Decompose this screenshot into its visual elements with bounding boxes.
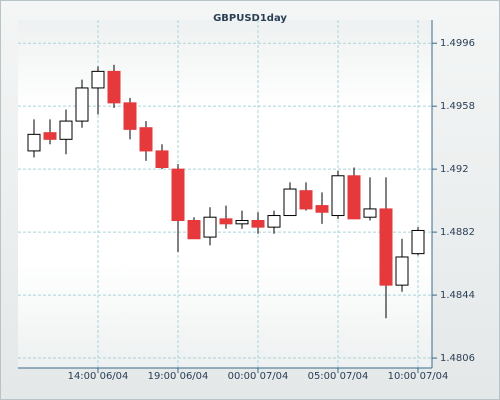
- x-tick-label: 14:00 06/04: [68, 371, 129, 382]
- candle-body: [27, 133, 41, 152]
- candle-body: [267, 215, 281, 228]
- candle-body: [59, 120, 73, 140]
- candle-body: [315, 205, 329, 213]
- y-tick-label: 1.4844: [440, 290, 475, 301]
- candle-body: [91, 70, 105, 89]
- candle-body: [75, 87, 89, 122]
- candle-body: [411, 229, 425, 255]
- candle-body: [283, 188, 297, 217]
- y-tick-label: 1.4996: [440, 38, 475, 49]
- y-tick-label: 1.4806: [440, 353, 475, 364]
- candle-body: [379, 208, 393, 286]
- candle-body: [203, 216, 217, 238]
- candle-body: [395, 256, 409, 286]
- candle-body: [219, 218, 233, 225]
- x-tick-label: 05:00 07/04: [308, 371, 369, 382]
- candle-body: [251, 220, 265, 228]
- y-tick-label: 1.4958: [440, 101, 475, 112]
- candle-body: [43, 132, 57, 140]
- y-tick-label: 1.492: [440, 164, 469, 175]
- plot-area: [18, 20, 432, 368]
- candle-body: [155, 150, 169, 168]
- x-tick-label: 00:00 07/04: [228, 371, 289, 382]
- x-tick-label: 19:00 06/04: [148, 371, 209, 382]
- chart-title: GBPUSD1day: [213, 13, 287, 24]
- x-tick-label: 10:00 07/04: [388, 371, 449, 382]
- candle-body: [187, 220, 201, 240]
- candle-body: [235, 220, 249, 225]
- candle-body: [363, 208, 377, 218]
- candle-body: [107, 70, 121, 104]
- candle-body: [299, 190, 313, 210]
- candle-body: [347, 175, 361, 220]
- candle-body: [171, 168, 185, 222]
- candle-body: [331, 175, 345, 217]
- candle-body: [123, 102, 137, 130]
- y-tick-label: 1.4882: [440, 227, 475, 238]
- candle-body: [139, 127, 153, 152]
